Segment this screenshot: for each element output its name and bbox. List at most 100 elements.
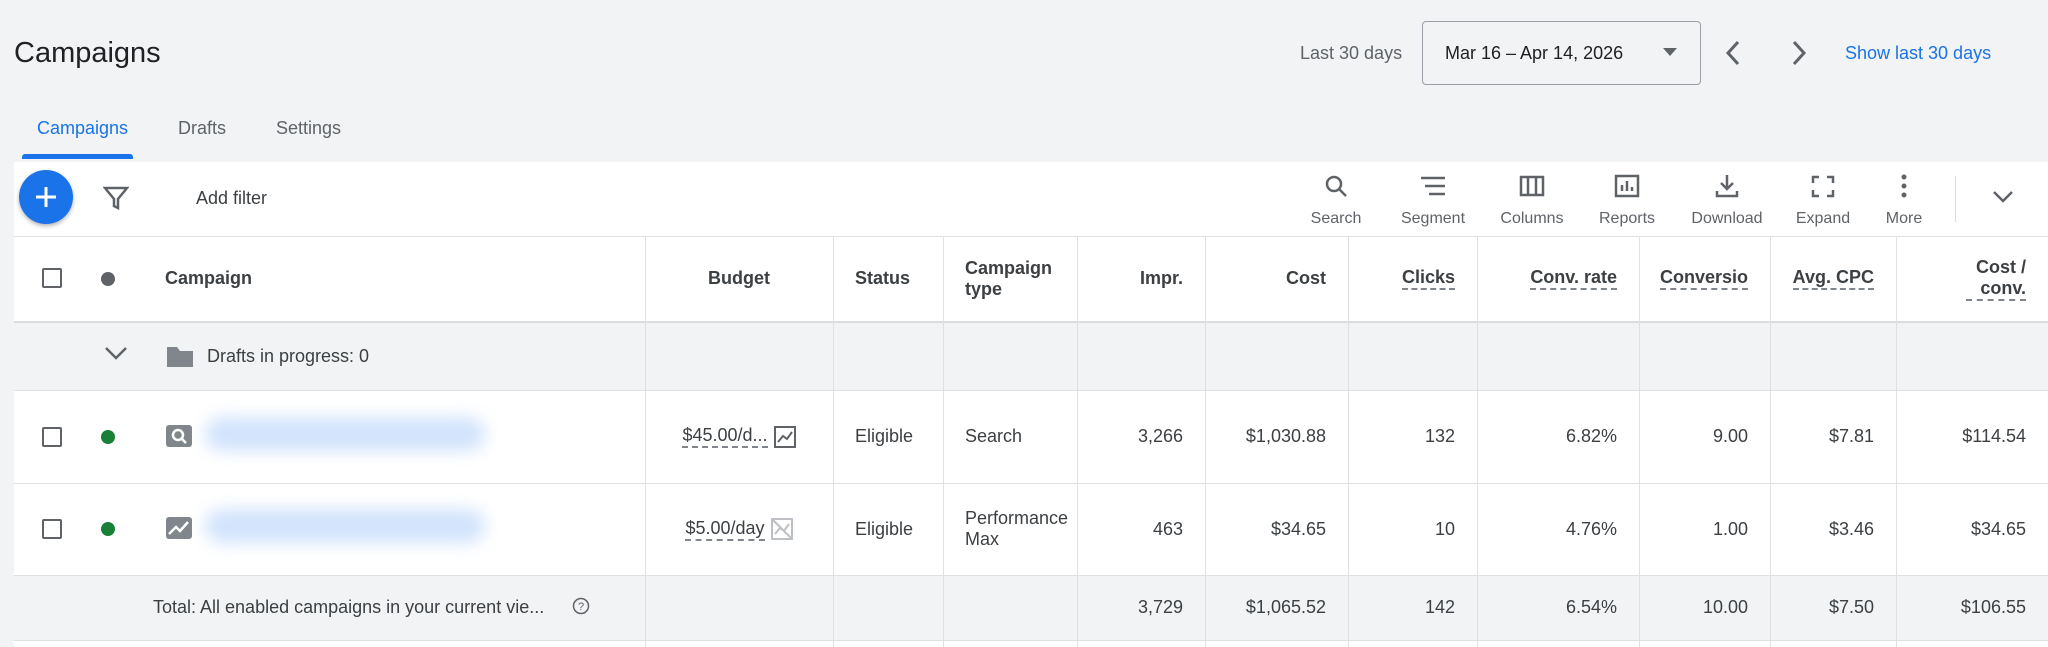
svg-text:?: ? xyxy=(578,601,584,613)
table-cell: $3.46 xyxy=(1778,483,1874,575)
tab[interactable]: Drafts xyxy=(178,118,227,138)
row-border xyxy=(14,575,2048,576)
column-header-label: Clicks xyxy=(1401,267,1455,290)
chart-icon xyxy=(773,425,796,448)
column-border xyxy=(1205,236,1206,647)
column-header[interactable]: Campaign xyxy=(165,236,252,321)
toolbar-icon[interactable] xyxy=(1614,174,1640,199)
campaign-type-icon xyxy=(166,424,192,447)
total-value: $1,065.52 xyxy=(1245,597,1326,617)
collapse-toolbar[interactable] xyxy=(1992,190,2014,204)
column-header[interactable]: Avg. CPC xyxy=(1778,236,1874,321)
toolbar-icon[interactable] xyxy=(1420,174,1446,199)
table-cell: $106.55 xyxy=(1904,575,2026,640)
table-cell: $34.65 xyxy=(1904,483,2026,575)
column-header[interactable]: Conversio xyxy=(1647,236,1748,321)
column-header[interactable]: Clicks xyxy=(1356,236,1455,321)
drafts-row-bg xyxy=(14,322,2048,390)
cell-value: 463 xyxy=(1152,518,1183,539)
cell-value: $34.65 xyxy=(1970,518,2026,539)
filter-icon[interactable] xyxy=(103,186,129,210)
column-header-label: Conv. rate xyxy=(1530,267,1617,290)
toolbar-icon[interactable] xyxy=(1891,174,1917,199)
cell-value: 4.76% xyxy=(1565,518,1617,539)
column-header[interactable]: Cost xyxy=(1213,236,1326,321)
drafts-label: Drafts in progress: 0 xyxy=(207,346,370,366)
total-value: 142 xyxy=(1424,597,1455,617)
row-border xyxy=(14,640,2048,641)
tab[interactable]: Campaigns xyxy=(37,118,129,138)
table-cell: $114.54 xyxy=(1904,390,2026,483)
cell-value: Eligible xyxy=(855,518,914,539)
dropdown-arrow xyxy=(1663,48,1677,56)
tab[interactable]: Settings xyxy=(276,118,342,138)
table-cell: $7.81 xyxy=(1778,390,1874,483)
column-header-label: Avg. CPC xyxy=(1792,267,1874,290)
column-header[interactable]: Conv. rate xyxy=(1485,236,1617,321)
cell-value: $3.46 xyxy=(1828,518,1874,539)
campaign-name-blurred xyxy=(205,509,485,543)
cell-value: $7.81 xyxy=(1828,426,1874,446)
toolbar-icon[interactable] xyxy=(1714,174,1740,199)
row-border xyxy=(14,483,2048,484)
budget-chart-icon[interactable] xyxy=(773,425,796,448)
toolbar-label[interactable]: More xyxy=(1885,210,1923,227)
table-cell: 3,266 xyxy=(1085,390,1183,483)
column-header-label: Budget xyxy=(708,268,770,288)
prev-button[interactable] xyxy=(1722,38,1746,68)
column-header[interactable]: Impr. xyxy=(1085,236,1183,321)
column-header[interactable]: Campaign type xyxy=(965,236,1073,321)
budget-chart-icon[interactable] xyxy=(770,518,793,540)
add-button[interactable] xyxy=(19,170,73,224)
toolbar-label[interactable]: Expand xyxy=(1795,210,1851,227)
column-header[interactable]: Status xyxy=(855,236,939,321)
date-range-dropdown[interactable]: Mar 16 – Apr 14, 2026 xyxy=(1422,21,1701,85)
row-checkbox[interactable] xyxy=(42,519,62,539)
toolbar-label[interactable]: Reports xyxy=(1598,210,1656,227)
column-border xyxy=(943,236,944,647)
total-label: Total: All enabled campaigns in your cur… xyxy=(153,597,545,617)
total-row-bg xyxy=(14,575,2048,640)
toolbar-icon[interactable] xyxy=(1810,174,1836,199)
add-filter[interactable]: Add filter xyxy=(196,188,268,208)
toolbar-label[interactable]: Download xyxy=(1691,210,1763,227)
row-checkbox[interactable] xyxy=(42,426,62,447)
help-icon[interactable]: ? xyxy=(572,597,590,615)
budget[interactable]: $5.00/day xyxy=(685,518,765,541)
table-cell: $7.50 xyxy=(1778,575,1874,640)
cell-value: $1,030.88 xyxy=(1245,426,1326,446)
cell-value: Performance Max xyxy=(965,508,1069,549)
next-button[interactable] xyxy=(1786,38,1810,68)
total-value: 10.00 xyxy=(1702,597,1748,617)
folder-icon xyxy=(167,347,193,367)
budget[interactable]: $45.00/d... xyxy=(682,425,768,448)
active-tab-indicator xyxy=(22,154,133,159)
toolbar-icon[interactable] xyxy=(1323,174,1349,199)
table-cell: Eligible xyxy=(855,390,939,483)
cell-value: $114.54 xyxy=(1962,426,2026,446)
column-border xyxy=(1770,236,1771,647)
date-range: Mar 16 – Apr 14, 2026 xyxy=(1445,43,1624,63)
cell-value: Search xyxy=(965,426,1023,446)
total-value: 6.54% xyxy=(1565,597,1617,617)
cell-value: 1.00 xyxy=(1712,518,1748,539)
status-dot xyxy=(101,522,115,536)
cell-value: 3,266 xyxy=(1137,426,1183,446)
show-last-link[interactable]: Show last 30 days xyxy=(1845,43,1992,63)
toolbar-label[interactable]: Columns xyxy=(1500,210,1564,227)
status-dot xyxy=(101,429,115,444)
toolbar-label[interactable]: Segment xyxy=(1400,210,1466,227)
chart-icon-off xyxy=(770,518,793,540)
toolbar-separator xyxy=(1955,176,1956,222)
column-header[interactable]: Budget xyxy=(645,236,833,321)
column-header-label: Conversio xyxy=(1659,267,1748,290)
toolbar-label[interactable]: Search xyxy=(1310,210,1362,227)
column-header[interactable]: Cost / conv. xyxy=(1904,236,2026,321)
expand-drafts[interactable] xyxy=(104,346,128,362)
toolbar-icon[interactable] xyxy=(1519,174,1545,199)
table-cell: 1.00 xyxy=(1647,483,1748,575)
select-all-checkbox[interactable] xyxy=(42,268,62,288)
cell-value: 10 xyxy=(1434,518,1455,539)
table-cell: Search xyxy=(965,390,1073,483)
